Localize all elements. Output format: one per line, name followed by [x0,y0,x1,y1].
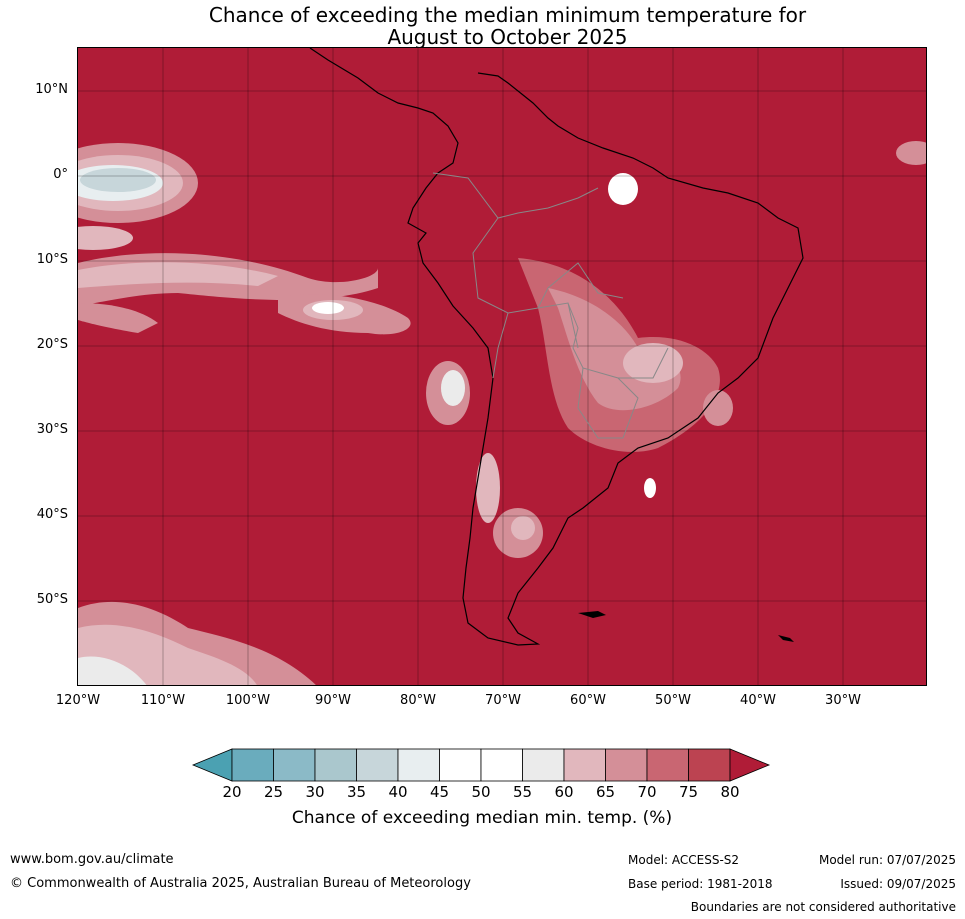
lon-label-80w: 80°W [400,693,436,708]
footer-copyright: © Commonwealth of Australia 2025, Austra… [10,876,471,891]
colorbar-tick-label: 65 [595,783,616,801]
graticule [78,48,926,685]
lat-label-50s: 50°S [36,592,68,607]
colorbar-tick-label: 70 [637,783,657,801]
colorbar-tick-label: 50 [471,783,491,801]
colorbar-label: Chance of exceeding median min. temp. (%… [291,808,673,828]
lat-label-10n: 10°N [35,82,68,97]
colorbar-tick-label: 60 [554,783,574,801]
colorbar-segment [563,748,606,782]
lat-label-20s: 20°S [36,337,68,352]
south-georgia [778,635,794,642]
colorbar [191,748,774,786]
colorbar-segment [480,748,523,782]
lon-label-50w: 50°W [655,693,691,708]
colorbar-tick-label: 30 [305,783,325,801]
lon-label-90w: 90°W [315,693,351,708]
map-panel [77,47,927,686]
colorbar-tick-label: 75 [678,783,699,801]
footer-disclaimer: Boundaries are not considered authoritat… [690,900,956,914]
colorbar-tick-label: 55 [512,783,533,801]
colorbar-tick-label: 25 [263,783,284,801]
colorbar-under-arrow [191,748,233,782]
colorbar-over-arrow [729,748,771,782]
colorbar-tick-label: 35 [346,783,367,801]
lon-label-60w: 60°W [570,693,606,708]
colorbar-segment [397,748,440,782]
colorbar-segment [314,748,357,782]
colorbar-segment [273,748,316,782]
map-background [78,48,926,685]
falkland-islands [578,611,606,618]
colorbar-tick-label: 45 [429,783,450,801]
footer-issued: Issued: 09/07/2025 [840,877,956,891]
lat-label-10s: 10°S [36,252,68,267]
colorbar-segment [688,748,731,782]
lon-label-30w: 30°W [825,693,861,708]
lat-label-0: 0° [53,167,68,182]
title-line-2: August to October 2025 [387,25,628,49]
footer-model: Model: ACCESS-S2 [628,853,740,867]
colorbar-segment [522,748,565,782]
lat-label-40s: 40°S [36,507,68,522]
map-canvas [78,48,926,685]
lon-label-100w: 100°W [225,693,271,708]
colorbar-segment [646,748,689,782]
lat-label-30s: 30°S [36,422,68,437]
lon-label-110w: 110°W [140,693,186,708]
colorbar-segment [356,748,399,782]
lon-label-40w: 40°W [740,693,776,708]
south-america-coastline [309,48,804,646]
map-title: Chance of exceeding the median minimum t… [0,4,965,48]
lon-label-120w: 120°W [55,693,101,708]
footer-website: www.bom.gov.au/climate [10,852,174,867]
colorbar-graphic [191,748,771,782]
colorbar-segment [605,748,648,782]
colorbar-segment [439,748,482,782]
footer-model-run: Model run: 07/07/2025 [818,853,956,867]
colorbar-tick-label: 40 [388,783,408,801]
colorbar-tick-label: 80 [720,783,740,801]
lon-label-70w: 70°W [485,693,521,708]
colorbar-tick-label: 20 [222,783,242,801]
country-borders [432,172,669,439]
title-line-1: Chance of exceeding the median minimum t… [208,3,807,27]
footer-base-period: Base period: 1981-2018 [628,877,773,891]
colorbar-segment [231,748,274,782]
